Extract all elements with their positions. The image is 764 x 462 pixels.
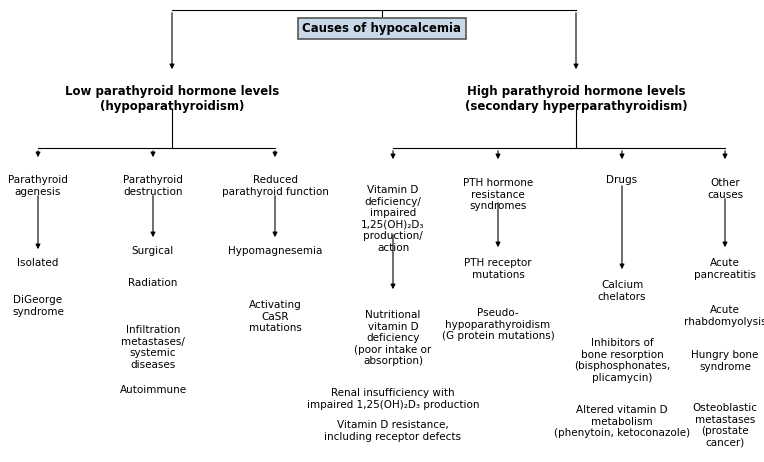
Text: Acute
rhabdomyolysis: Acute rhabdomyolysis bbox=[684, 305, 764, 327]
Text: Parathyroid
agenesis: Parathyroid agenesis bbox=[8, 175, 68, 197]
Text: Reduced
parathyroid function: Reduced parathyroid function bbox=[222, 175, 329, 197]
Text: DiGeorge
syndrome: DiGeorge syndrome bbox=[12, 295, 64, 316]
Text: Osteoblastic
metastases
(prostate
cancer): Osteoblastic metastases (prostate cancer… bbox=[692, 403, 757, 448]
Text: Inhibitors of
bone resorption
(bisphosphonates,
plicamycin): Inhibitors of bone resorption (bisphosph… bbox=[574, 338, 670, 383]
Text: Parathyroid
destruction: Parathyroid destruction bbox=[123, 175, 183, 197]
Text: Radiation: Radiation bbox=[128, 278, 178, 288]
Text: Pseudo-
hypoparathyroidism
(G protein mutations): Pseudo- hypoparathyroidism (G protein mu… bbox=[442, 308, 555, 341]
Text: Hypomagnesemia: Hypomagnesemia bbox=[228, 246, 322, 256]
Text: Altered vitamin D
metabolism
(phenytoin, ketoconazole): Altered vitamin D metabolism (phenytoin,… bbox=[554, 405, 690, 438]
Text: Autoimmune: Autoimmune bbox=[119, 385, 186, 395]
Text: Isolated: Isolated bbox=[18, 258, 59, 268]
Text: PTH hormone
resistance
syndromes: PTH hormone resistance syndromes bbox=[463, 178, 533, 211]
Text: Infiltration
metastases/
systemic
diseases: Infiltration metastases/ systemic diseas… bbox=[121, 325, 185, 370]
Text: High parathyroid hormone levels
(secondary hyperparathyroidism): High parathyroid hormone levels (seconda… bbox=[465, 85, 688, 113]
Text: Surgical: Surgical bbox=[132, 246, 174, 256]
Text: Low parathyroid hormone levels
(hypoparathyroidism): Low parathyroid hormone levels (hypopara… bbox=[65, 85, 279, 113]
Text: PTH receptor
mutations: PTH receptor mutations bbox=[465, 258, 532, 280]
Text: Vitamin D
deficiency/
impaired
1,25(OH)₂D₃
production/
action: Vitamin D deficiency/ impaired 1,25(OH)₂… bbox=[361, 185, 425, 253]
Text: Acute
pancreatitis: Acute pancreatitis bbox=[694, 258, 756, 280]
Text: Hungry bone
syndrome: Hungry bone syndrome bbox=[691, 350, 759, 371]
Text: Other
causes: Other causes bbox=[707, 178, 743, 200]
Text: Causes of hypocalcemia: Causes of hypocalcemia bbox=[303, 22, 461, 35]
Text: Drugs: Drugs bbox=[607, 175, 638, 185]
Text: Vitamin D resistance,
including receptor defects: Vitamin D resistance, including receptor… bbox=[325, 420, 461, 442]
Text: Renal insufficiency with
impaired 1,25(OH)₂D₃ production: Renal insufficiency with impaired 1,25(O… bbox=[307, 388, 479, 410]
Text: Activating
CaSR
mutations: Activating CaSR mutations bbox=[248, 300, 302, 333]
Text: Calcium
chelators: Calcium chelators bbox=[597, 280, 646, 302]
Text: Nutritional
vitamin D
deficiency
(poor intake or
absorption): Nutritional vitamin D deficiency (poor i… bbox=[354, 310, 432, 366]
